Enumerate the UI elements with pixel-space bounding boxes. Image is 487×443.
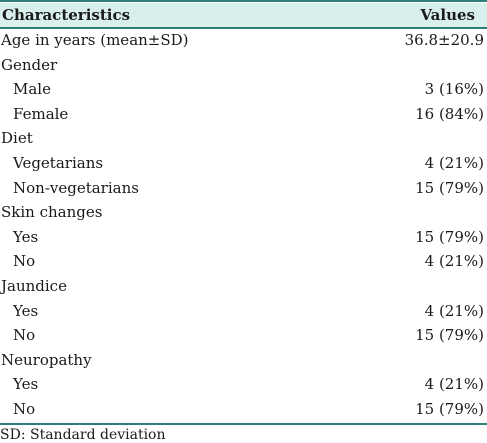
row-value: 16 (84%)	[415, 104, 484, 123]
header-values: Values	[420, 6, 475, 24]
table-bottom-rule	[0, 423, 487, 425]
row-sublabel: Yes	[13, 227, 39, 246]
row-value: 3 (16%)	[424, 80, 484, 99]
table-row: Non-vegetarians 15 (79%)	[0, 177, 487, 202]
row-sublabel: Non-vegetarians	[13, 178, 139, 197]
row-sublabel: Male	[13, 80, 51, 99]
row-sublabel: Yes	[13, 375, 39, 394]
row-value: 4 (21%)	[424, 252, 484, 271]
row-value: 15 (79%)	[415, 326, 484, 345]
table-row: Male 3 (16%)	[0, 78, 487, 103]
row-label: Neuropathy	[1, 350, 92, 369]
row-value: 15 (79%)	[415, 400, 484, 418]
row-value: 4 (21%)	[424, 301, 484, 320]
row-value: 4 (21%)	[424, 375, 484, 394]
table-row: Yes 4 (21%)	[0, 300, 487, 325]
row-value: 15 (79%)	[415, 227, 484, 246]
table-header-row: Characteristics Values	[0, 3, 487, 29]
table-row: Yes 15 (79%)	[0, 226, 487, 251]
row-label: Age in years (mean±SD)	[1, 31, 189, 49]
table-top-rule	[0, 0, 487, 2]
row-label: Gender	[1, 55, 58, 74]
table-row: Skin changes	[0, 201, 487, 226]
header-characteristics: Characteristics	[2, 6, 131, 24]
row-label: Diet	[1, 129, 33, 148]
table-row: Diet	[0, 127, 487, 152]
table-footnote: SD: Standard deviation	[0, 427, 166, 443]
row-value: 4 (21%)	[424, 154, 484, 172]
row-value: 36.8±20.9	[404, 31, 484, 49]
table-row: Jaundice	[0, 275, 487, 300]
table-row: No 15 (79%)	[0, 398, 487, 423]
table-row: No 4 (21%)	[0, 250, 487, 275]
table-row: Female 16 (84%)	[0, 103, 487, 128]
row-value: 15 (79%)	[415, 178, 484, 197]
table-row: Gender	[0, 54, 487, 79]
row-label: Skin changes	[1, 203, 103, 222]
table-row: Vegetarians 4 (21%)	[0, 152, 487, 177]
row-label: Jaundice	[1, 277, 67, 295]
row-sublabel: No	[13, 252, 36, 271]
table-row: Yes 4 (21%)	[0, 373, 487, 398]
row-sublabel: Yes	[13, 301, 39, 320]
row-sublabel: Vegetarians	[13, 154, 104, 172]
table-row: Neuropathy	[0, 349, 487, 374]
row-sublabel: No	[13, 400, 36, 418]
table-row: No 15 (79%)	[0, 324, 487, 349]
row-sublabel: Female	[13, 104, 69, 123]
row-sublabel: No	[13, 326, 36, 345]
table-row: Age in years (mean±SD) 36.8±20.9	[0, 29, 487, 54]
